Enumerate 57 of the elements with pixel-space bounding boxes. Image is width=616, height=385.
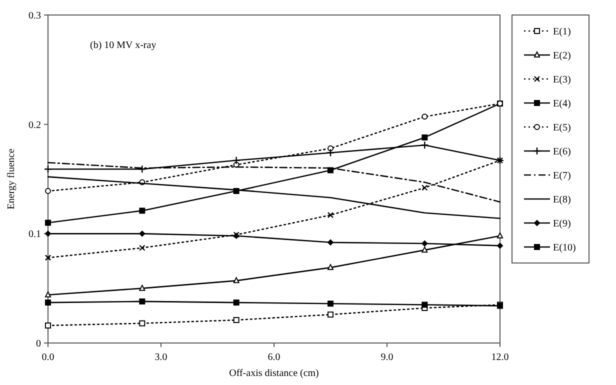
point <box>422 114 428 120</box>
legend-label: E(8) <box>553 194 571 206</box>
point <box>497 232 503 238</box>
point <box>497 242 503 249</box>
point <box>422 302 428 308</box>
point <box>233 317 240 324</box>
y-tick-label: 0.2 <box>28 120 41 131</box>
point <box>44 165 52 174</box>
legend-label: E(2) <box>553 50 571 62</box>
x-axis-title: Off-axis distance (cm) <box>229 368 319 379</box>
point <box>139 284 146 291</box>
point <box>139 298 146 304</box>
point <box>422 246 428 253</box>
point <box>45 220 51 226</box>
x-tick-label: 6.0 <box>268 352 280 363</box>
legend-label: E(6) <box>553 146 571 158</box>
point <box>328 145 334 152</box>
point <box>232 156 240 165</box>
point <box>422 134 428 140</box>
point <box>328 312 334 318</box>
y-tick-label: 0 <box>36 338 41 350</box>
x-tick-label: 12.0 <box>491 352 509 363</box>
x-tick-label: 0.0 <box>42 352 54 363</box>
point <box>328 300 334 307</box>
point <box>420 141 429 150</box>
legend-label: E(5) <box>553 122 571 134</box>
x-tick-label: 9.0 <box>380 352 394 363</box>
point <box>328 167 334 174</box>
legend-label: E(10) <box>553 242 576 254</box>
legend-label: E(7) <box>553 170 571 182</box>
point <box>233 277 240 284</box>
annotation: (b) 10 MV x-ray <box>90 40 156 51</box>
point <box>45 230 51 237</box>
point <box>422 184 428 191</box>
point <box>139 244 146 251</box>
point <box>233 300 240 306</box>
point <box>45 188 51 194</box>
y-tick-label: 0.3 <box>28 10 41 22</box>
point <box>138 165 146 174</box>
point <box>139 320 146 326</box>
y-axis-title: Energy fluence <box>6 148 17 210</box>
point <box>327 212 334 218</box>
point <box>328 239 334 246</box>
legend-label: E(4) <box>553 98 571 110</box>
legend-label: E(9) <box>553 218 571 230</box>
legend-label: E(1) <box>553 26 571 38</box>
y-tick-label: 0.1 <box>28 229 41 240</box>
x-tick-label: 3.0 <box>154 352 168 363</box>
point <box>326 148 335 157</box>
point <box>44 254 52 261</box>
point <box>139 230 146 237</box>
point <box>45 322 51 329</box>
point <box>422 240 428 247</box>
legend-label: E(3) <box>553 74 571 86</box>
point <box>139 208 146 214</box>
point <box>328 264 334 270</box>
point <box>45 300 51 306</box>
